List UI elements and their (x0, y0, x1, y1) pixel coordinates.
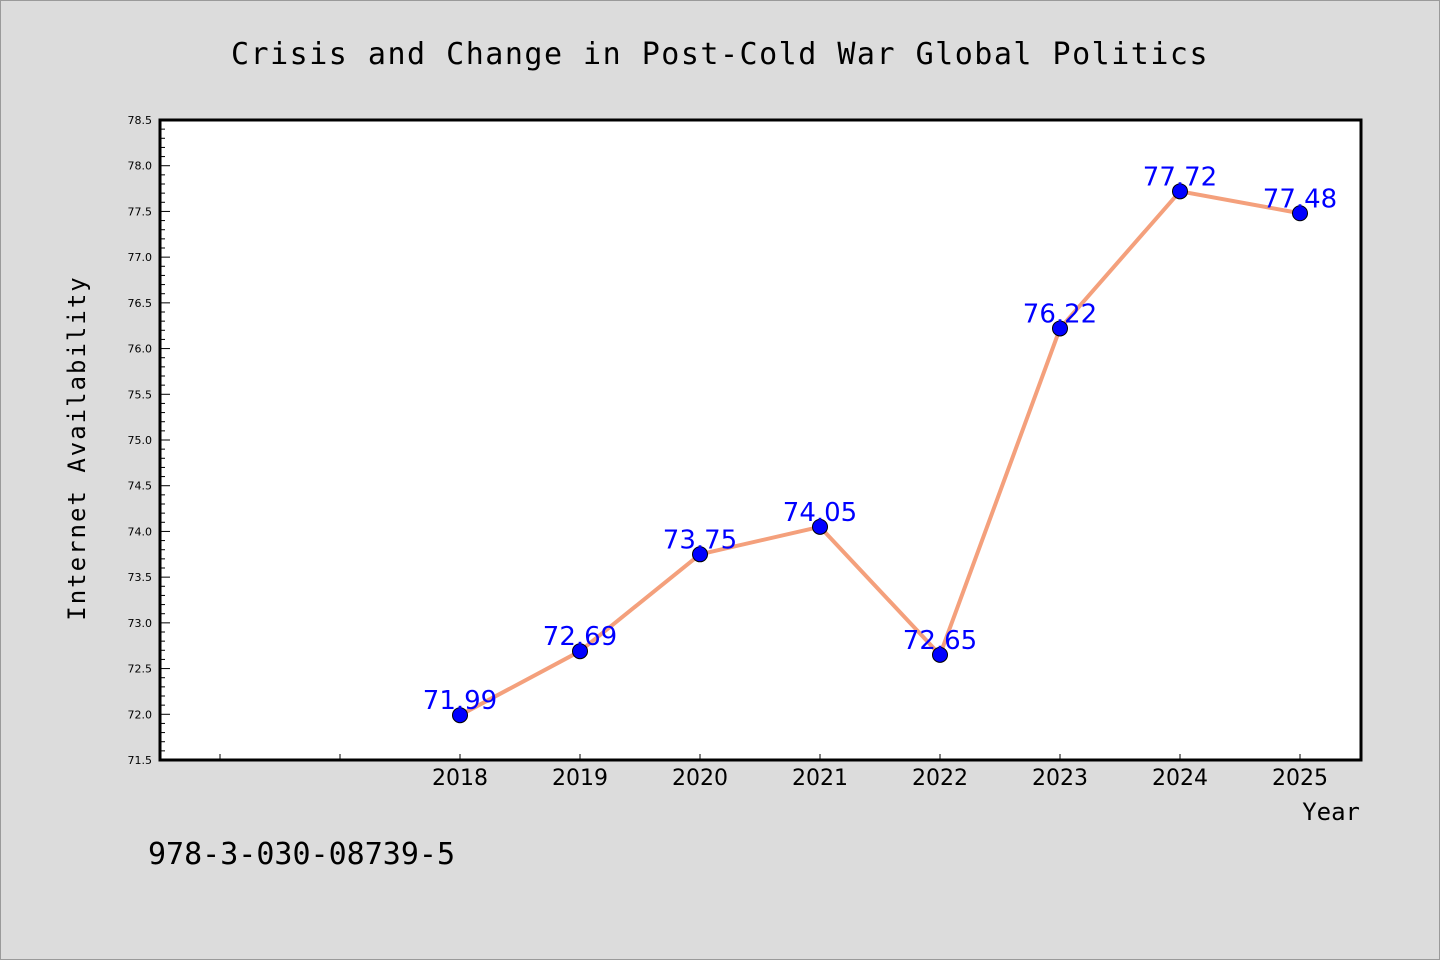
chart-title: Crisis and Change in Post-Cold War Globa… (231, 37, 1209, 72)
x-axis: 2018 2019 2020 2021 2022 2023 2024 2025 (219, 754, 1328, 791)
data-point (932, 646, 948, 663)
x-tick-label: 2018 (432, 766, 488, 791)
y-tick-label: 76.5 (128, 297, 153, 310)
isbn-label: 978-3-030-08739-5 (148, 837, 455, 872)
x-tick-label: 2019 (552, 766, 608, 791)
data-point (692, 546, 708, 563)
y-tick-label: 78.5 (128, 114, 153, 127)
data-label: 74.05 (783, 498, 857, 528)
y-tick-label: 74.5 (128, 480, 153, 493)
data-point (1292, 205, 1308, 222)
x-tick-label: 2025 (1272, 766, 1328, 791)
x-tick-label: 2020 (672, 766, 728, 791)
x-tick-label: 2021 (792, 766, 848, 791)
y-tick-label: 72.0 (128, 708, 153, 721)
y-tick-label: 72.5 (128, 663, 153, 676)
x-tick-label: 2024 (1152, 766, 1208, 791)
data-label: 71.99 (423, 686, 497, 716)
y-tick-label: 73.0 (128, 617, 153, 630)
data-point (572, 643, 588, 660)
y-tick-label: 76.0 (128, 343, 153, 356)
y-tick-label: 71.5 (128, 754, 153, 767)
y-tick-label: 75.0 (128, 434, 153, 447)
data-labels: 71.99 72.69 73.75 74.05 72.65 76.22 77.72 77.48 (423, 162, 1337, 716)
y-tick-label: 77.5 (128, 205, 153, 218)
data-label: 77.72 (1143, 162, 1217, 192)
y-axis-title: Internet Availability (63, 275, 91, 620)
y-axis: 71.5 72.0 72.5 73.0 73.5 74.0 74.5 75.0 75.5 76.0… (128, 114, 170, 767)
x-tick-label: 2023 (1032, 766, 1088, 791)
data-label: 73.75 (663, 525, 737, 555)
x-axis-title: Year (1302, 798, 1360, 826)
y-tick-label: 78.0 (128, 160, 153, 173)
data-point (812, 518, 828, 535)
data-label: 72.65 (903, 626, 977, 656)
data-point (1172, 183, 1188, 200)
series-line (459, 189, 1301, 717)
data-label: 76.22 (1023, 299, 1097, 329)
data-label: 72.69 (543, 622, 617, 652)
data-point (1052, 320, 1068, 337)
y-tick-label: 74.0 (128, 525, 153, 538)
x-tick-label: 2022 (912, 766, 968, 791)
data-label: 77.48 (1263, 184, 1337, 214)
series-markers (452, 183, 1308, 724)
plot-area (158, 118, 1363, 762)
y-tick-label: 75.5 (128, 388, 153, 401)
y-tick-label: 77.0 (128, 251, 153, 264)
y-tick-label: 73.5 (128, 571, 153, 584)
data-point (452, 707, 468, 724)
